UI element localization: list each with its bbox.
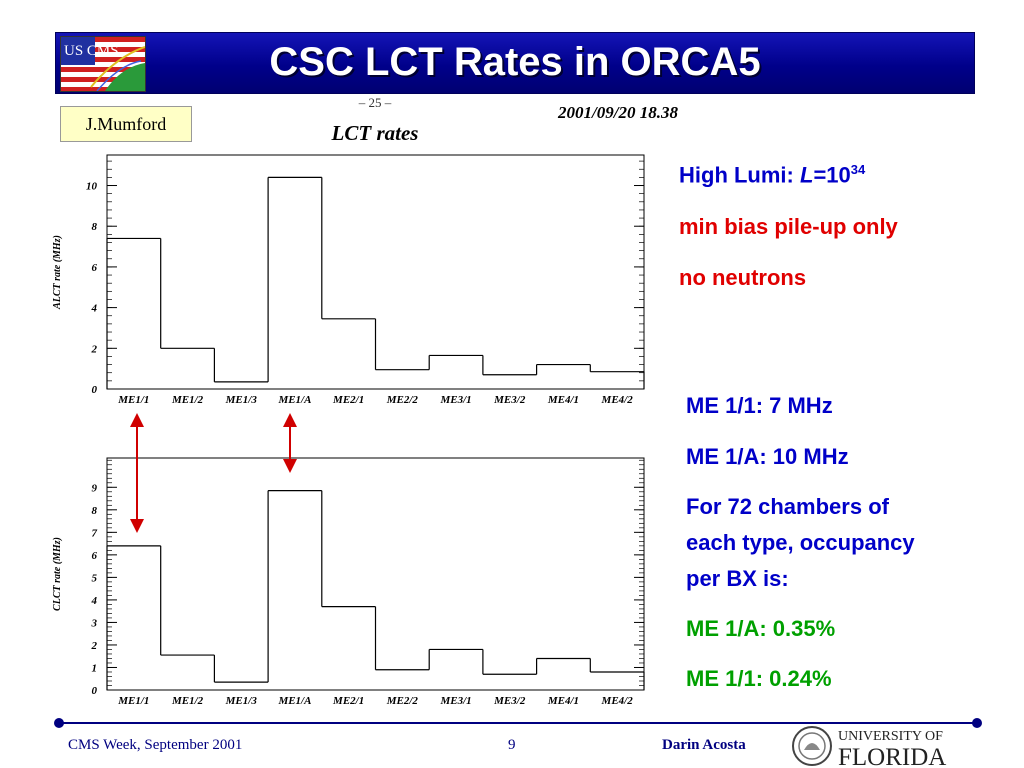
y-tick-label: 0 [92, 384, 98, 396]
footer-dot-left [54, 718, 64, 728]
pileup-note: min bias pile-up only [679, 214, 898, 239]
x-tick-label: ME2/2 [386, 394, 419, 406]
x-tick-label: ME1/A [277, 394, 311, 406]
author-label: J.Mumford [60, 106, 192, 142]
footer-line [58, 722, 978, 724]
university-line-2: FLORIDA [838, 744, 946, 768]
y-tick-label: 3 [91, 617, 98, 629]
y-tick-label: 4 [91, 595, 98, 607]
me11-occupancy-note: ME 1/1: 0.24% [686, 666, 832, 691]
university-line-1: UNIVERSITY OF [838, 729, 943, 744]
logo-text: US CMS [64, 43, 119, 59]
y-tick-label: 10 [86, 181, 98, 193]
x-tick-label: ME2/1 [332, 695, 364, 707]
x-tick-label: ME3/1 [439, 695, 471, 707]
y-tick-label: 6 [92, 550, 98, 562]
occupancy-line-3: per BX is: [686, 566, 789, 591]
me1a-occupancy-note: ME 1/A: 0.35% [686, 616, 836, 641]
x-tick-label: ME1/A [277, 695, 311, 707]
y-tick-label: 8 [92, 505, 98, 517]
x-tick-label: ME3/1 [439, 394, 471, 406]
x-tick-label: ME3/2 [493, 695, 526, 707]
clct-rate-chart: 0 1 2 3 4 5 6 7 8 9 CLCT rate (MHz) ME1/1 ME1/2 ME1/3… [52, 457, 645, 707]
lumi-exp: 34 [850, 162, 866, 177]
neutrons-note: no neutrons [679, 265, 807, 290]
y-tick-label: 2 [91, 343, 98, 355]
x-tick-label: ME4/1 [547, 394, 579, 406]
university-logo: UNIVERSITY OF FLORIDA [792, 726, 946, 768]
footer-event: CMS Week, September 2001 [68, 737, 243, 753]
lumi-eq: =10 [813, 162, 851, 188]
occupancy-line-2: each type, occupancy [686, 530, 915, 555]
x-tick-label: ME1/1 [117, 394, 149, 406]
y-tick-label: 5 [92, 572, 98, 584]
y-tick-label: 4 [91, 303, 98, 315]
us-cms-logo: US CMS [60, 36, 146, 92]
x-tick-label: ME1/1 [117, 695, 149, 707]
slide-title: CSC LCT Rates in ORCA5 [269, 40, 761, 84]
x-tick-label: ME4/2 [601, 695, 634, 707]
lumi-label: High Lumi: [679, 162, 800, 188]
me1a-rate-note: ME 1/A: 10 MHz [686, 444, 849, 469]
me11-rate-note: ME 1/1: 7 MHz [686, 393, 833, 418]
y-tick-label: 0 [92, 685, 98, 697]
x-tick-label: ME1/2 [171, 394, 204, 406]
y-tick-label: 9 [92, 482, 98, 494]
x-tick-label: ME2/1 [332, 394, 364, 406]
x-tick-label: ME1/3 [225, 394, 258, 406]
y-tick-label: 2 [91, 640, 98, 652]
y-axis-label: CLCT rate (MHz) [52, 537, 63, 611]
lumi-note: High Lumi: L=1034 [679, 162, 865, 188]
x-tick-label: ME4/1 [547, 695, 579, 707]
alct-rate-chart: 0 2 4 6 8 10 ALCT rate (MHz) ME1/1 ME1/2 ME1/3 ME1… [52, 154, 645, 406]
y-tick-label: 6 [92, 262, 98, 274]
x-tick-label: ME3/2 [493, 394, 526, 406]
lumi-symbol: L [799, 162, 814, 188]
footer-page-number: 9 [508, 737, 516, 753]
x-tick-label: ME1/2 [171, 695, 204, 707]
x-tick-label: ME2/2 [386, 695, 419, 707]
y-tick-label: 1 [92, 662, 98, 674]
footer-presenter: Darin Acosta [662, 737, 746, 753]
occupancy-line-1: For 72 chambers of [686, 494, 889, 519]
y-axis-label: ALCT rate (MHz) [52, 235, 63, 310]
y-tick-label: 7 [92, 527, 98, 539]
y-tick-label: 8 [92, 221, 98, 233]
x-tick-label: ME1/3 [225, 695, 258, 707]
title-bar: CSC LCT Rates in ORCA5 [55, 32, 975, 94]
footer-dot-right [972, 718, 982, 728]
x-tick-label: ME4/2 [601, 394, 634, 406]
